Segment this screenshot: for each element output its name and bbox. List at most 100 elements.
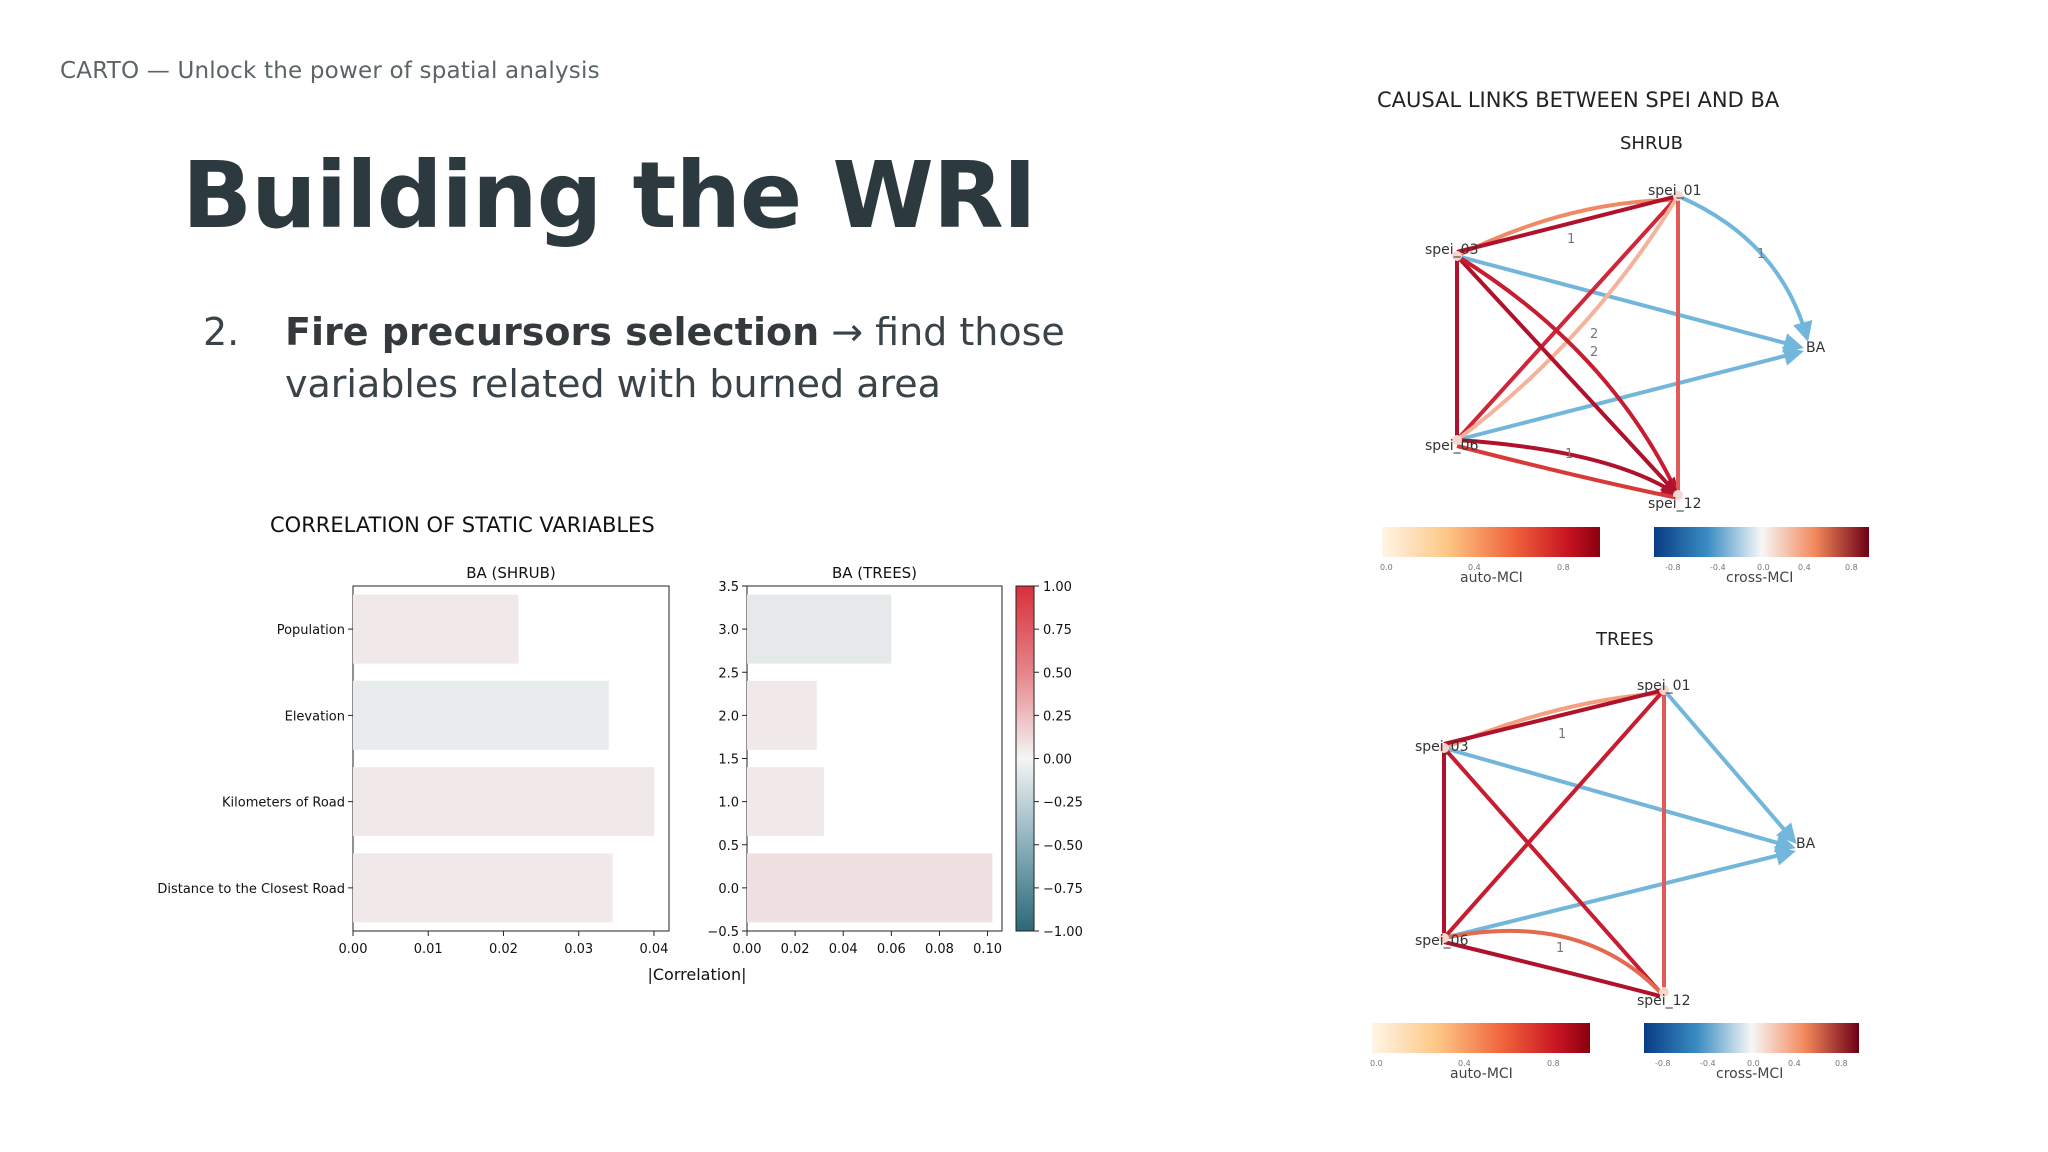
- x-tick-label: 0.04: [829, 942, 858, 957]
- y-tick-label: −0.5: [707, 925, 739, 940]
- bar: [747, 767, 824, 837]
- x-axis-label: |Correlation|: [647, 965, 746, 984]
- trees-node-label: spei_06: [1415, 933, 1469, 949]
- bar: [747, 853, 993, 923]
- trees-edge-01-BA: [1662, 688, 1797, 845]
- colorbar-tick-label: −0.25: [1043, 796, 1083, 811]
- trees-cross-tick: -0.8: [1655, 1059, 1671, 1068]
- shrub-cross-label: cross-MCI: [1726, 570, 1793, 586]
- bullet-rest: → find those variables related with burn…: [285, 310, 1065, 406]
- slide-title: Building the WRI: [182, 142, 1037, 249]
- shrub-edge-06-BA: [1456, 346, 1804, 442]
- trees-edge-03-01: [1443, 691, 1665, 750]
- colorbar-tick-label: 0.25: [1043, 709, 1072, 724]
- category-label: Population: [277, 623, 345, 638]
- correlation-title: CORRELATION OF STATIC VARIABLES: [270, 513, 655, 537]
- trees-graph: spei_01 spei_03 spei_06 spei_12 BA 1 1: [1415, 678, 1816, 1009]
- x-tick-label: 0.10: [973, 942, 1002, 957]
- x-tick-label: 0.04: [639, 942, 668, 957]
- shrub-cross-tick: -0.4: [1710, 563, 1726, 572]
- trees-cross-tick: 0.0: [1747, 1059, 1760, 1068]
- y-tick-label: 2.5: [718, 666, 739, 681]
- trees-node: [1439, 743, 1449, 753]
- trees-label: TREES: [1595, 629, 1654, 650]
- bar: [747, 680, 817, 750]
- brand-tagline: CARTO — Unlock the power of spatial anal…: [60, 58, 600, 84]
- colorbar-tick-label: 0.00: [1043, 753, 1072, 768]
- trees-node-label: spei_03: [1415, 739, 1469, 755]
- shrub-edge-03-12: [1455, 254, 1681, 498]
- shrub-node-label: spei_12: [1648, 496, 1702, 512]
- bar: [747, 594, 892, 664]
- x-tick-label: 0.02: [781, 942, 810, 957]
- x-tick-label: 0.06: [877, 942, 906, 957]
- x-tick-label: 0.01: [414, 942, 443, 957]
- shrub-edge-01-BA: [1677, 194, 1813, 342]
- trees-cross-tick: -0.4: [1700, 1059, 1716, 1068]
- shrub-cross-tick: 0.4: [1798, 563, 1811, 572]
- shrub-node-label: BA: [1806, 340, 1826, 356]
- shrub-link-label: 1: [1565, 447, 1573, 462]
- y-tick-label: 0.0: [718, 882, 739, 897]
- trees-edge-03-01b: [1443, 688, 1665, 746]
- trees-node-label: spei_01: [1637, 678, 1691, 694]
- chart-title: BA (TREES): [832, 564, 917, 582]
- shrub-edge-03-12b: [1455, 254, 1680, 496]
- category-label: Distance to the Closest Road: [157, 882, 345, 897]
- trees-cross-tick: 0.4: [1788, 1059, 1801, 1068]
- trees-edge-06-12: [1443, 928, 1662, 994]
- shrub-edge-01-06: [1455, 194, 1680, 442]
- y-tick-label: 1.5: [718, 753, 739, 768]
- causal-title: CAUSAL LINKS BETWEEN SPEI AND BA: [1377, 88, 1780, 112]
- chart-title: BA (SHRUB): [466, 564, 556, 582]
- shrub-edge-06-12: [1456, 438, 1682, 498]
- shrub-auto-tick: 0.4: [1468, 563, 1481, 572]
- colorbar-tick-label: 1.00: [1043, 580, 1072, 595]
- trees-edge-01-06: [1442, 688, 1666, 940]
- trees-node: [1659, 987, 1669, 997]
- shrub-node-label: spei_01: [1648, 183, 1702, 199]
- trees-edge-03-BA: [1443, 746, 1796, 853]
- shrub-node: [1673, 490, 1683, 500]
- shrub-link-label: 2: [1590, 345, 1598, 360]
- trees-auto-tick: 0.0: [1370, 1059, 1383, 1068]
- trees-node-label: BA: [1796, 836, 1816, 852]
- shrub-auto-colorbar: [1382, 527, 1600, 557]
- trees-link-label: 1: [1556, 941, 1564, 956]
- shrub-link-label: 1: [1757, 247, 1765, 262]
- trees-link-label: 1: [1558, 727, 1566, 742]
- shrub-graph: spei_01 spei_03 spei_06 spei_12 BA 1 1 2…: [1425, 183, 1826, 512]
- shrub-node-label: spei_03: [1425, 242, 1479, 258]
- shrub-link-label: 1: [1567, 232, 1575, 247]
- trees-edge-06-BA: [1443, 846, 1796, 940]
- trees-node-label: spei_12: [1637, 993, 1691, 1009]
- colorbar-tick-label: 0.50: [1043, 666, 1072, 681]
- shrub-cross-colorbar: [1654, 527, 1869, 557]
- colorbar-tick-label: 0.75: [1043, 623, 1072, 638]
- y-tick-label: 3.5: [718, 580, 739, 595]
- trees-auto-tick: 0.8: [1547, 1059, 1560, 1068]
- shrub-edge-03-01b: [1456, 194, 1679, 254]
- shrub-auto-tick: 0.0: [1380, 563, 1393, 572]
- y-tick-label: 1.0: [718, 796, 739, 811]
- shrub-label: SHRUB: [1620, 133, 1683, 154]
- trees-auto-colorbar: [1372, 1023, 1590, 1053]
- shrub-cross-tick: 0.8: [1845, 563, 1858, 572]
- x-tick-label: 0.02: [489, 942, 518, 957]
- trees-cross-tick: 0.8: [1835, 1059, 1848, 1068]
- trees-edge-06-12b: [1443, 940, 1661, 998]
- colorbar-tick-label: −1.00: [1043, 925, 1083, 940]
- x-tick-label: 0.00: [339, 942, 368, 957]
- bullet-bold: Fire precursors selection: [285, 310, 820, 354]
- shrub-node: [1452, 435, 1462, 445]
- trees-cross-label: cross-MCI: [1716, 1066, 1783, 1082]
- trees-cross-colorbar: [1644, 1023, 1859, 1053]
- shrub-auto-label: auto-MCI: [1460, 570, 1523, 586]
- shrub-auto-tick: 0.8: [1557, 563, 1570, 572]
- bar: [353, 853, 613, 923]
- trees-edge-03-12: [1442, 746, 1662, 994]
- trees-auto-tick: 0.4: [1458, 1059, 1471, 1068]
- bar: [353, 680, 609, 750]
- shrub-cross-tick: 0.0: [1757, 563, 1770, 572]
- y-tick-label: 0.5: [718, 839, 739, 854]
